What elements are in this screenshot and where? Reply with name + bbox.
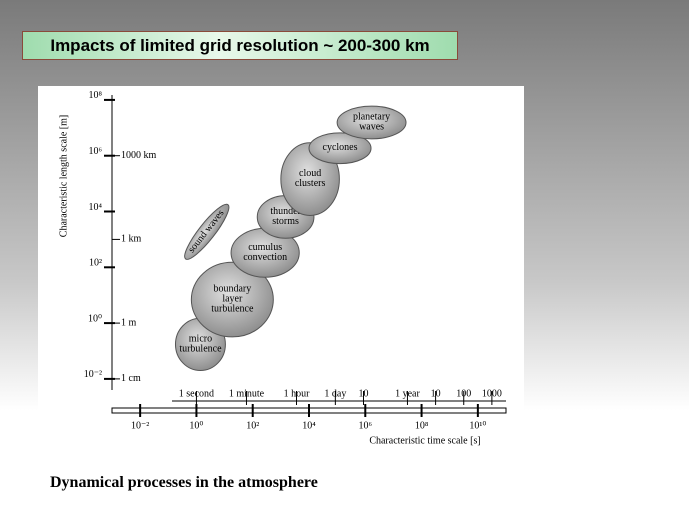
- time-mark-label: 10: [358, 388, 368, 399]
- y-tick-label: 10⁸: [89, 90, 103, 101]
- x-tick-label: 10⁻²: [131, 420, 149, 431]
- caption: Dynamical processes in the atmosphere: [50, 474, 318, 491]
- time-mark-label: 1 second: [179, 388, 214, 399]
- x-tick-label: 10¹⁰: [469, 420, 486, 431]
- process-ellipse: [184, 203, 230, 260]
- process-label: thunder storms: [270, 206, 301, 227]
- y-tick-label: 10⁻²: [84, 369, 102, 380]
- process-label: cumulus convection: [243, 242, 287, 263]
- time-mark-label: 100: [456, 388, 471, 399]
- y-tick-label: 10⁶: [89, 146, 103, 157]
- process-label: micro turbulence: [179, 334, 222, 355]
- length-mark-label: 1 km: [121, 234, 142, 245]
- process-label: cloud clusters: [295, 168, 326, 189]
- process-label: cyclones: [323, 143, 358, 154]
- time-mark-label: 1 minute: [229, 388, 265, 399]
- time-mark-label: 10: [431, 388, 441, 399]
- process-label: boundary layer turbulence: [211, 284, 254, 315]
- time-mark-label: 1000: [482, 388, 502, 399]
- y-axis-label: Characteristic length scale [m]: [58, 115, 69, 237]
- process-ellipse: [190, 261, 274, 338]
- x-tick-label: 10⁸: [415, 420, 429, 431]
- length-mark-label: 1 cm: [121, 373, 141, 384]
- y-tick-label: 10⁴: [89, 202, 103, 213]
- length-mark-label: 1000 km: [121, 150, 157, 161]
- y-tick-label: 10²: [89, 258, 102, 269]
- y-tick-label: 10⁰: [88, 313, 102, 324]
- time-mark-label: 1 hour: [284, 388, 311, 399]
- x-tick-label: 10⁰: [189, 420, 203, 431]
- x-axis-label: Characteristic time scale [s]: [369, 435, 480, 446]
- time-mark-label: 1 day: [324, 388, 346, 399]
- time-mark-label: 1 year: [395, 388, 420, 399]
- process-ellipse: [308, 132, 372, 165]
- process-label: planetary waves: [353, 112, 390, 133]
- x-tick-label: 10⁴: [302, 420, 316, 431]
- process-ellipse: [336, 105, 407, 140]
- slide-title: Impacts of limited grid resolution ~ 200…: [22, 31, 458, 60]
- x-tick-label: 10²: [246, 420, 259, 431]
- length-mark-label: 1 m: [121, 317, 137, 328]
- x-tick-label: 10⁶: [359, 420, 373, 431]
- chart: Characteristic length scale [m] Characte…: [38, 86, 524, 456]
